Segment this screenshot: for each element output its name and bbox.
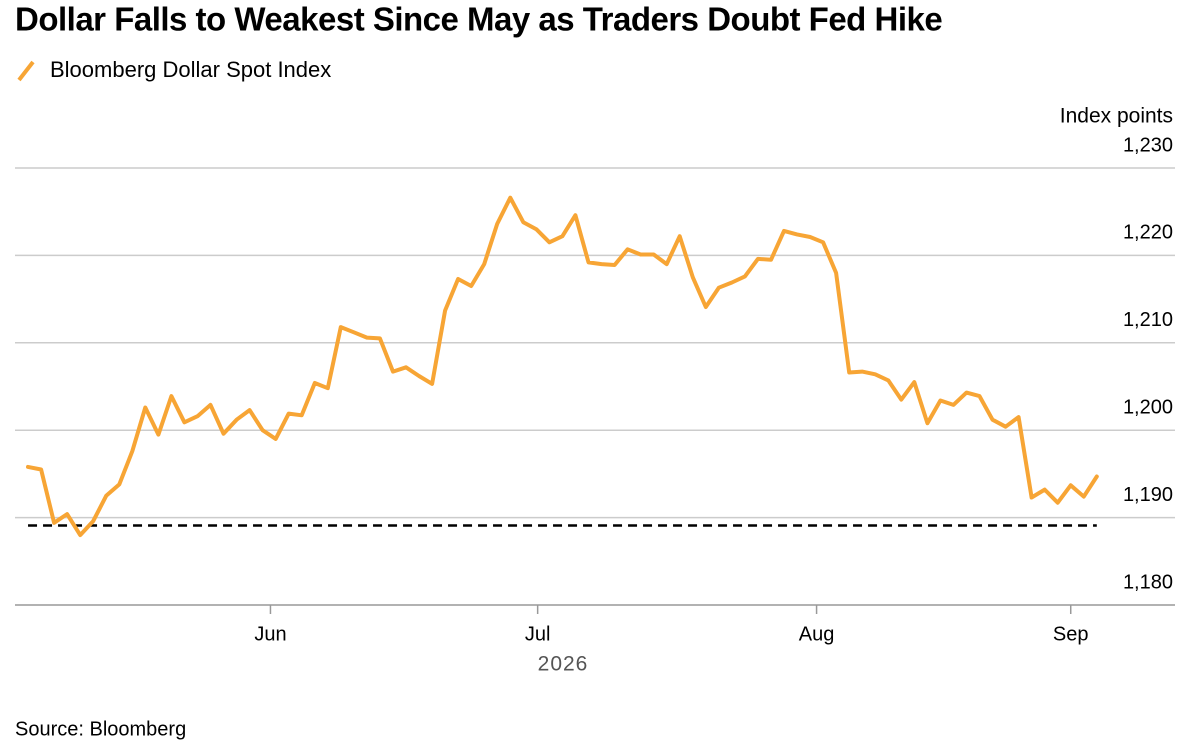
- y-tick-label: 1,180: [1123, 571, 1173, 593]
- y-tick-label: 1,220: [1123, 222, 1173, 244]
- x-axis-label: 2026: [538, 653, 589, 676]
- y-tick-label: 1,200: [1123, 396, 1173, 418]
- source: Source: Bloomberg: [15, 718, 186, 740]
- y-axis-label: Index points: [1060, 105, 1173, 128]
- legend-label: Bloomberg Dollar Spot Index: [50, 57, 331, 82]
- y-tick-label: 1,190: [1123, 484, 1173, 506]
- x-tick-label: Jul: [525, 623, 551, 645]
- x-tick-label: Jun: [254, 623, 286, 645]
- x-tick-label: Aug: [799, 623, 835, 645]
- x-tick-label: Sep: [1053, 623, 1089, 645]
- y-tick-label: 1,230: [1123, 134, 1173, 156]
- legend-icon: [17, 60, 35, 82]
- chart-title: Dollar Falls to Weakest Since May as Tra…: [15, 1, 942, 38]
- data-line: [26, 195, 1099, 538]
- y-tick-label: 1,210: [1123, 309, 1173, 331]
